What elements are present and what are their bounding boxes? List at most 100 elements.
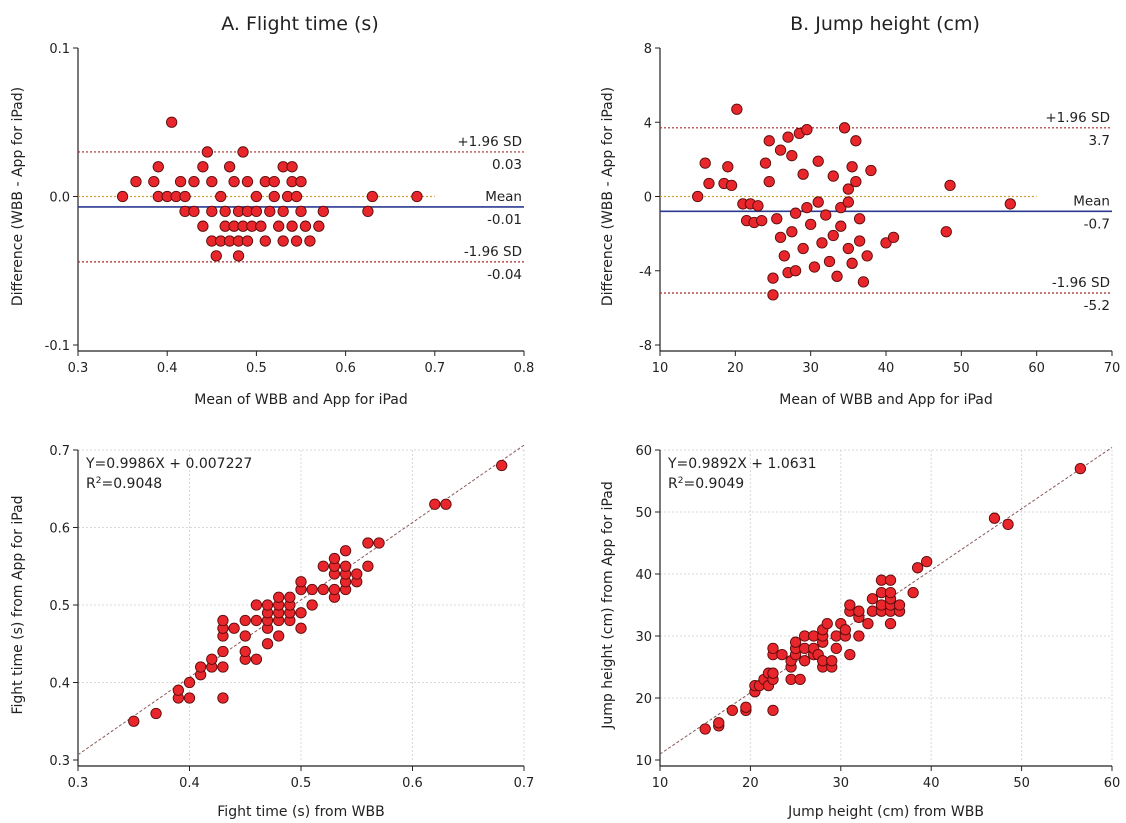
r-squared-label: R2=0.9048 [86,476,162,492]
data-point [789,265,802,277]
data-point [830,642,842,655]
data-point [150,707,162,720]
data-point [116,190,129,203]
data-point [411,190,423,203]
y-tick-label: -4 [639,265,652,280]
data-point [295,607,307,619]
data-point [255,220,267,232]
data-point [767,289,779,301]
data-point [812,155,824,167]
data-point [763,175,775,188]
data-point [206,205,218,218]
x-axis-label: Mean of WBB and App for iPad [779,392,993,408]
x-tick-label: 40 [923,776,940,791]
data-point [988,512,1001,524]
x-tick-label: 30 [833,776,850,791]
data-point [313,220,325,232]
data-point [835,220,847,232]
regression-equation: Y=0.9892X + 1.0631 [667,456,816,472]
data-point [827,229,839,242]
data-point [853,605,865,617]
data-point [179,190,191,203]
data-point [786,226,798,238]
x-tick-label: 30 [802,361,819,376]
data-point [277,235,289,247]
y-axis-label: Difference (WBB - App for iPad) [600,87,616,306]
y-tick-label: 0.0 [49,191,70,206]
y-axis-label: Jump height (cm) from App for iPad [600,481,616,729]
data-point [778,250,790,262]
data-point [699,157,711,169]
data-point [801,201,813,214]
data-point [853,235,866,247]
y-tick-label: 0.7 [49,444,70,459]
data-point [183,676,196,689]
data-point [921,555,933,568]
panel-title-flight-time: A. Flight time (s) [221,13,379,35]
y-tick-label: 0.4 [49,677,70,692]
upper-loa-label: +1.96 SD [457,134,522,150]
upper-loa-label: +1.96 SD [1045,110,1110,126]
data-point [726,704,738,717]
data-point [865,164,877,177]
data-point [317,560,329,572]
data-point [756,214,768,227]
x-tick-label: 50 [953,361,970,376]
data-point [241,175,254,188]
y-tick-label: -8 [639,339,652,354]
mean-value: -0.7 [1084,216,1110,232]
y-tick-label: 10 [635,754,652,769]
x-axis-label: Jump height (cm) from WBB [787,804,984,820]
data-point [373,537,385,549]
data-point [362,537,374,549]
x-tick-label: 70 [1104,361,1121,376]
data-point [884,617,897,630]
data-point [295,622,307,634]
data-point [797,242,809,255]
data-point [1002,518,1014,531]
data-point [306,583,318,596]
data-point [228,622,240,634]
data-point [808,261,821,273]
data-point [823,255,836,268]
regression-equation: Y=0.9986X + 0.007227 [85,456,252,472]
data-point [805,218,817,230]
x-tick-label: 0.3 [68,361,89,376]
data-point [776,648,788,661]
data-point [261,599,274,611]
data-point [846,257,858,269]
data-point [261,638,274,650]
data-point [273,591,285,603]
y-tick-label: 0.1 [49,42,70,57]
data-point [188,205,200,218]
x-tick-label: 60 [1104,776,1121,791]
regression-line [659,447,1113,755]
data-point [842,183,854,195]
data-point [722,161,734,173]
data-point [789,636,802,648]
data-point [771,213,783,225]
data-point [317,205,329,218]
data-point [782,131,794,143]
data-point [217,645,229,658]
data-point [862,617,874,630]
data-point [201,146,213,158]
data-point [250,653,263,665]
bland-altman-jump-height-chart: 10 20 30 40 50 60 70 -8 -4 0 4 8 Mean of WBB and App… [600,42,1120,408]
data-point [299,220,312,232]
y-axis-label: Fight time (s) from App for iPad [10,495,26,714]
data-point [827,170,839,182]
data-point [699,723,711,735]
data-point [183,692,196,704]
data-point [731,103,743,115]
data-point [692,190,704,203]
data-point [273,630,285,642]
data-point [853,630,865,642]
data-point [725,179,738,192]
data-point [857,276,870,288]
data-point [172,684,185,696]
r-squared-label: R2=0.9049 [668,476,744,492]
r-squared-value: =0.9049 [683,476,744,492]
data-point [268,175,280,188]
data-point [166,116,178,128]
